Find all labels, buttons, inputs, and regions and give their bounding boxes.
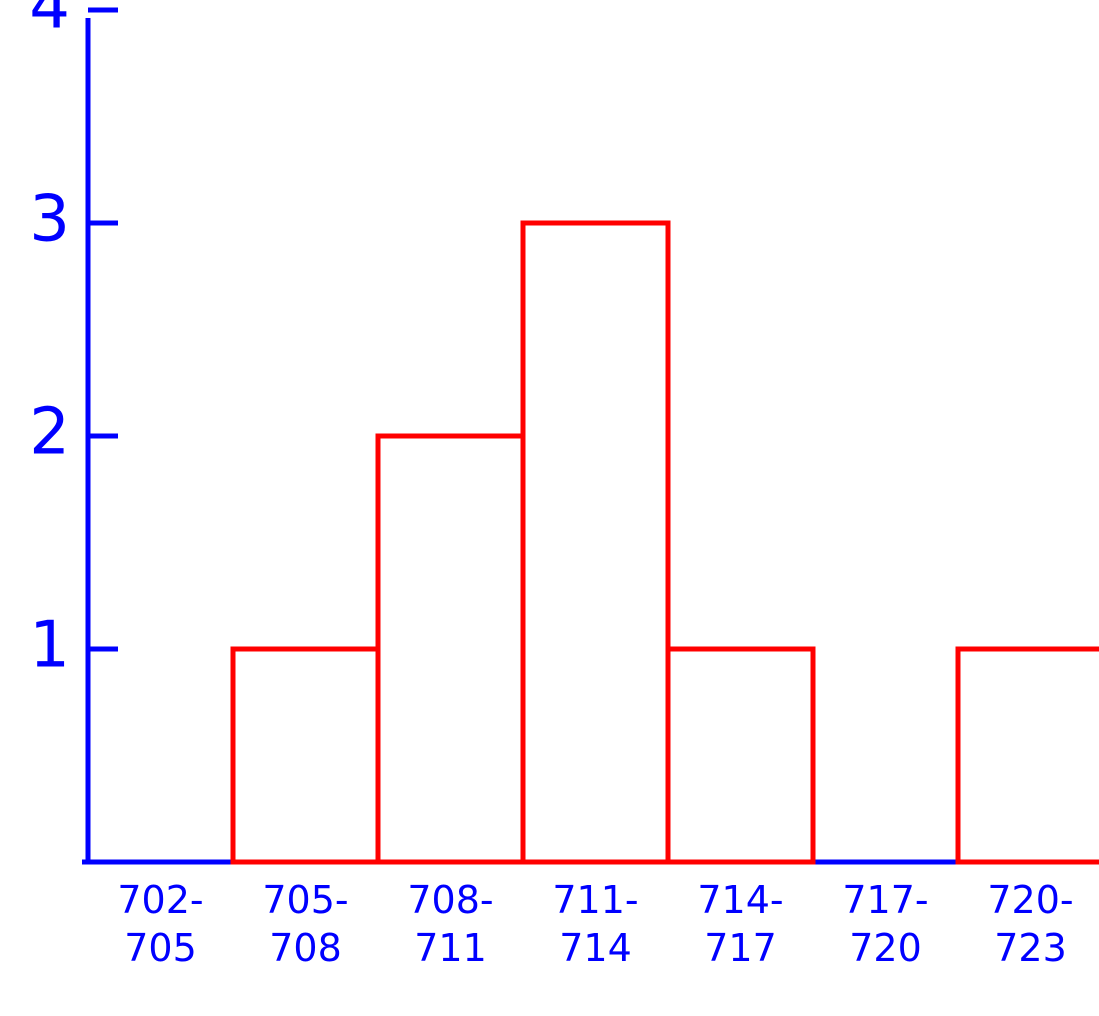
x-tick-label: 714-717 (686, 876, 796, 972)
x-tick-label: 708-711 (396, 876, 506, 972)
x-tick-label: 711-714 (541, 876, 651, 972)
y-tick-label: 1 (29, 609, 70, 683)
chart: 1 2 3 4 (0, 0, 1099, 1016)
page: 1234 (() => { const data = JSON.parse(do… (0, 0, 1099, 1016)
x-tick-label: 717-720 (831, 876, 941, 972)
bar (668, 649, 813, 862)
x-tick-label: 720-723 (976, 876, 1086, 972)
bar (958, 649, 1099, 862)
bar (233, 649, 378, 862)
bar (523, 223, 668, 862)
x-tick-label: 705-708 (251, 876, 361, 972)
x-tick-label: 702-705 (106, 876, 216, 972)
bar (378, 436, 523, 862)
y-tick-label: 3 (29, 183, 70, 257)
y-tick-label: 2 (29, 396, 70, 470)
y-tick-label: 4 (29, 0, 70, 44)
